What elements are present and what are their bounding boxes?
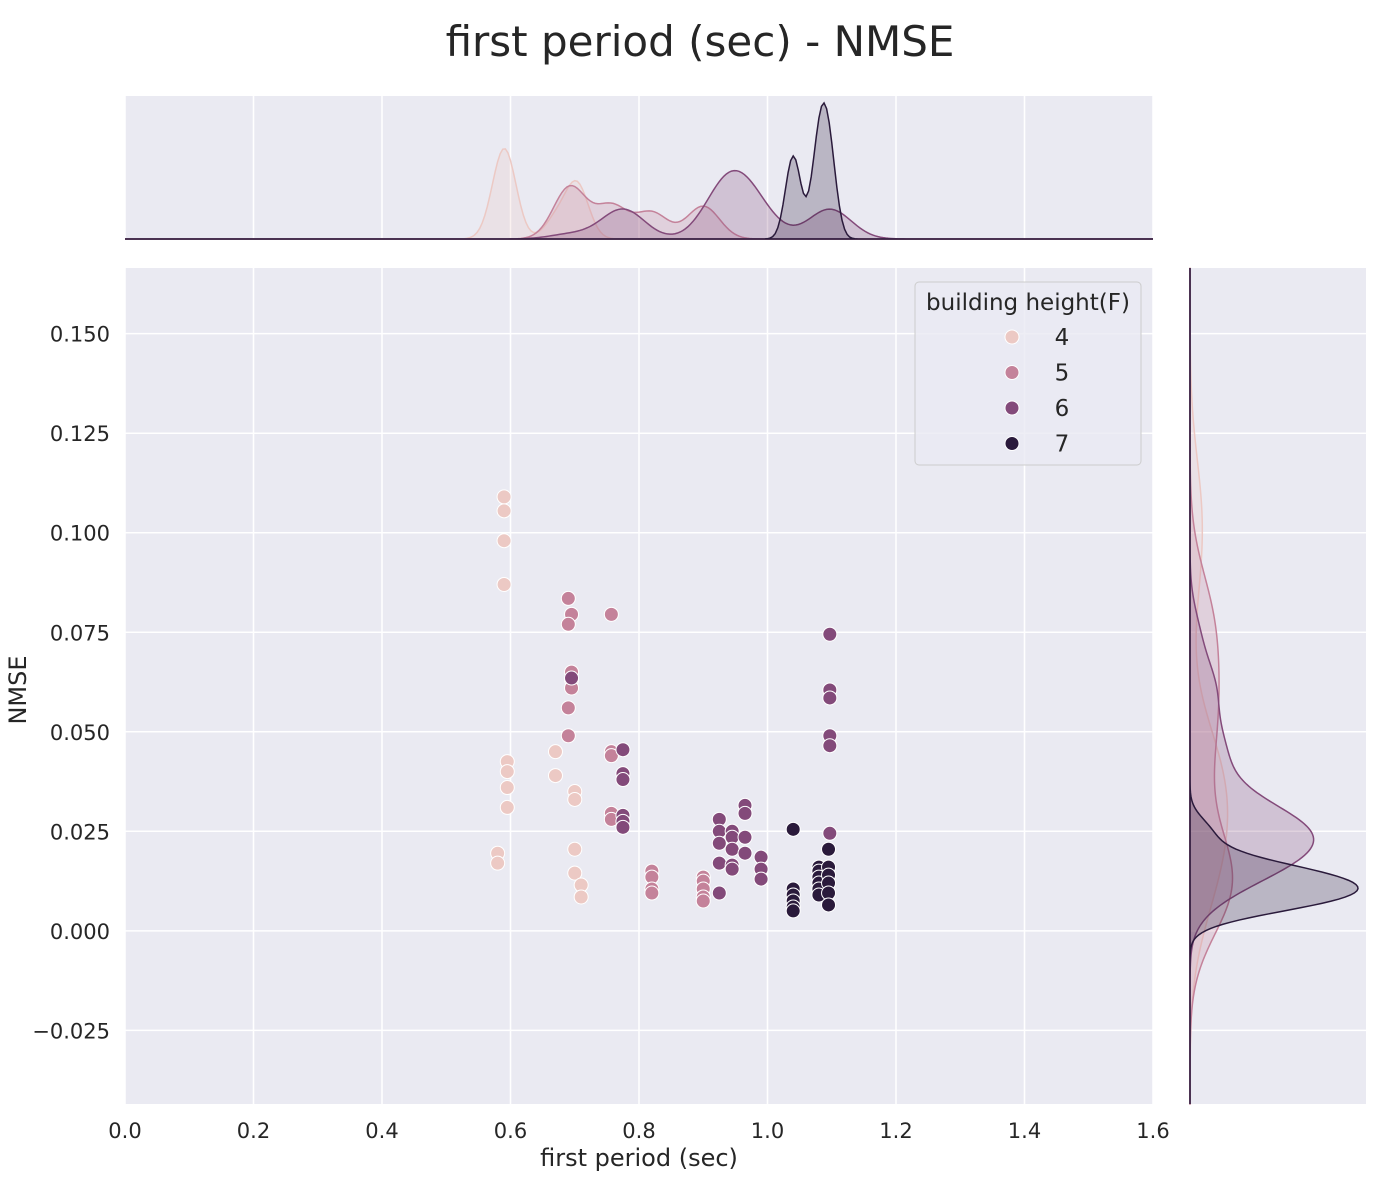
scatter-point-group-5	[603, 606, 619, 622]
legend: building height(F) 4 5 6 7	[914, 281, 1142, 466]
scatter-point-group-6	[615, 772, 631, 788]
scatter-point-group-5	[560, 590, 576, 606]
chart-title: first period (sec) - NMSE	[446, 17, 955, 66]
y-tick-label: 0.075	[50, 621, 110, 645]
right-marginal-panel	[1189, 268, 1366, 1105]
scatter-point-group-6	[737, 845, 753, 861]
scatter-point-group-5	[560, 700, 576, 716]
scatter-point-group-6	[711, 885, 727, 901]
scatter-point-group-6	[753, 871, 769, 887]
scatter-point-group-6	[711, 835, 727, 851]
x-axis-label: first period (sec)	[540, 1144, 738, 1172]
x-tick-label: 0.4	[365, 1119, 398, 1143]
right-kde-group-4	[1189, 268, 1229, 1105]
scatter-point-group-4	[496, 576, 512, 592]
scatter-point-group-4	[547, 744, 563, 760]
scatter-point-group-6	[822, 825, 838, 841]
scatter-point-group-4	[499, 764, 515, 780]
legend-label-4: 4	[1055, 325, 1070, 351]
y-tick-label: 0.050	[50, 721, 110, 745]
y-axis-label: NMSE	[4, 655, 32, 724]
scatter-point-group-6	[737, 805, 753, 821]
scatter-point-group-7	[785, 821, 801, 837]
x-tick-label: 1.6	[1136, 1119, 1169, 1143]
scatter-point-group-6	[822, 690, 838, 706]
legend-label-6: 6	[1055, 396, 1070, 422]
legend-marker-4	[1004, 329, 1020, 345]
scatter-point-group-4	[499, 780, 515, 796]
scatter-point-group-4	[567, 841, 583, 857]
scatter-point-group-4	[496, 503, 512, 519]
scatter-point-group-7	[821, 897, 837, 913]
x-tick-label: 0.6	[494, 1119, 527, 1143]
scatter-point-group-5	[560, 728, 576, 744]
scatter-point-group-6	[822, 626, 838, 642]
y-tick-label: 0.150	[50, 323, 110, 347]
scatter-point-group-6	[737, 829, 753, 845]
scatter-point-group-4	[496, 533, 512, 549]
scatter-point-group-4	[547, 768, 563, 784]
top-marginal-panel	[124, 96, 1154, 240]
scatter-point-group-4	[496, 489, 512, 505]
scatter-point-group-6	[724, 841, 740, 857]
scatter-point-group-6	[711, 855, 727, 871]
scatter-point-group-5	[603, 748, 619, 764]
scatter-point-group-6	[564, 670, 580, 686]
scatter-point-group-5	[560, 616, 576, 632]
scatter-point-group-5	[644, 885, 660, 901]
scatter-point-group-6	[615, 819, 631, 835]
x-tick-label: 1.2	[879, 1119, 912, 1143]
legend-marker-7	[1004, 436, 1020, 451]
y-tick-label: 0.100	[50, 522, 110, 546]
legend-label-7: 7	[1055, 432, 1070, 458]
legend-marker-6	[1004, 400, 1020, 416]
x-tick-label: 1.0	[751, 1119, 784, 1143]
scatter-point-group-4	[573, 889, 589, 905]
legend-marker-5	[1004, 365, 1020, 380]
scatter-point-group-6	[822, 738, 838, 754]
y-tick-label: 0.025	[50, 820, 110, 844]
scatter-point-group-6	[724, 861, 740, 877]
top-kde-group-7	[125, 101, 1153, 240]
y-tick-label: 0.125	[50, 422, 110, 446]
scatter-point-group-5	[695, 893, 711, 909]
scatter-point-group-4	[490, 855, 506, 871]
right-kde-group-7	[1189, 268, 1359, 1104]
legend-box	[914, 281, 1142, 466]
legend-title: building height(F)	[926, 290, 1130, 316]
x-tick-label: 0.2	[237, 1119, 270, 1143]
scatter-point-group-7	[785, 903, 801, 919]
y-tick-label: −0.025	[32, 1019, 110, 1043]
scatter-point-group-4	[567, 791, 583, 807]
legend-label-5: 5	[1055, 361, 1070, 387]
x-tick-label: 0.8	[622, 1119, 655, 1143]
x-tick-label: 1.4	[1008, 1119, 1041, 1143]
scatter-point-group-7	[821, 841, 837, 857]
scatter-point-group-4	[499, 799, 515, 815]
x-tick-label: 0.0	[108, 1119, 141, 1143]
y-tick-label: 0.000	[50, 920, 110, 944]
scatter-point-group-4	[567, 865, 583, 881]
scatter-point-group-6	[615, 742, 631, 758]
